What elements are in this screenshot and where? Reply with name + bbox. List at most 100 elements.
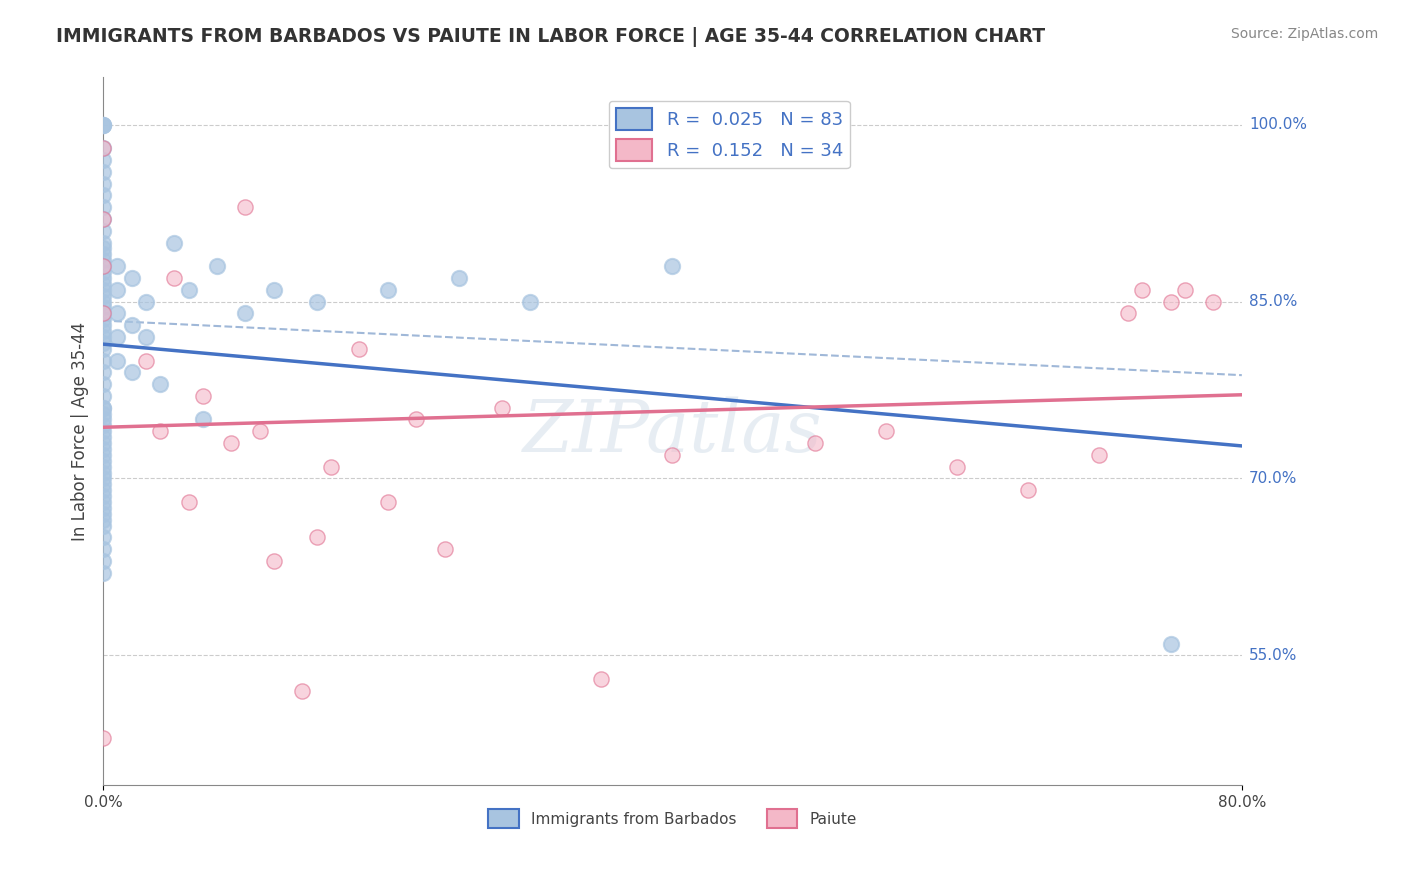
Point [91,277,114,291]
Point [105,259,128,273]
Text: ZIPatlas: ZIPatlas [523,396,823,467]
Point [91,306,114,320]
Point [91,247,114,261]
Point [91,188,114,202]
Text: 100.0%: 100.0% [1249,117,1308,132]
Point [91,466,114,480]
Point [91,271,114,285]
Point [105,330,128,344]
Point [91,200,114,214]
Point [91,365,114,379]
Point [91,353,114,368]
Point [91,242,114,256]
Text: 85.0%: 85.0% [1249,294,1298,309]
Legend: Immigrants from Barbados, Paiute: Immigrants from Barbados, Paiute [482,803,863,834]
Point [804,436,827,450]
Point [235,200,257,214]
Point [263,554,285,568]
Text: Source: ZipAtlas.com: Source: ZipAtlas.com [1230,27,1378,41]
Point [105,353,128,368]
Point [135,330,157,344]
Y-axis label: In Labor Force | Age 35-44: In Labor Force | Age 35-44 [72,322,89,541]
Point [291,683,314,698]
Point [91,459,114,474]
Point [91,513,114,527]
Point [519,294,541,309]
Point [91,483,114,498]
Point [91,489,114,503]
Point [91,265,114,279]
Point [91,430,114,444]
Point [377,283,399,297]
Point [591,672,613,686]
Point [91,312,114,326]
Point [91,454,114,468]
Point [91,448,114,462]
Point [1017,483,1039,498]
Point [121,365,143,379]
Point [149,424,172,438]
Point [91,495,114,509]
Point [405,412,427,426]
Point [661,259,683,273]
Point [163,271,186,285]
Point [91,224,114,238]
Point [235,306,257,320]
Point [377,495,399,509]
Point [349,342,371,356]
Point [875,424,897,438]
Point [305,530,328,544]
Point [263,283,285,297]
Point [135,294,157,309]
Point [91,259,114,273]
Point [249,424,271,438]
Point [91,566,114,580]
Point [91,442,114,456]
Point [91,118,114,132]
Point [1174,283,1197,297]
Point [121,271,143,285]
Point [91,412,114,426]
Text: IMMIGRANTS FROM BARBADOS VS PAIUTE IN LABOR FORCE | AGE 35-44 CORRELATION CHART: IMMIGRANTS FROM BARBADOS VS PAIUTE IN LA… [56,27,1046,46]
Point [205,259,228,273]
Point [91,507,114,521]
Point [1202,294,1225,309]
Point [91,283,114,297]
Point [91,335,114,350]
Point [91,731,114,745]
Point [177,495,200,509]
Point [91,211,114,226]
Point [91,477,114,491]
Point [1160,636,1182,650]
Point [177,283,200,297]
Point [91,500,114,515]
Point [1088,448,1111,462]
Point [191,412,214,426]
Point [163,235,186,250]
Point [219,436,242,450]
Text: 55.0%: 55.0% [1249,648,1298,663]
Point [91,542,114,557]
Point [661,448,683,462]
Point [91,318,114,332]
Point [91,401,114,415]
Point [91,301,114,315]
Point [91,141,114,155]
Point [91,118,114,132]
Point [91,530,114,544]
Point [91,141,114,155]
Point [491,401,513,415]
Text: 70.0%: 70.0% [1249,471,1298,486]
Point [91,118,114,132]
Point [91,424,114,438]
Point [305,294,328,309]
Point [447,271,470,285]
Point [91,554,114,568]
Point [105,283,128,297]
Point [105,306,128,320]
Point [91,418,114,433]
Point [91,235,114,250]
Point [91,153,114,167]
Point [91,342,114,356]
Point [91,324,114,338]
